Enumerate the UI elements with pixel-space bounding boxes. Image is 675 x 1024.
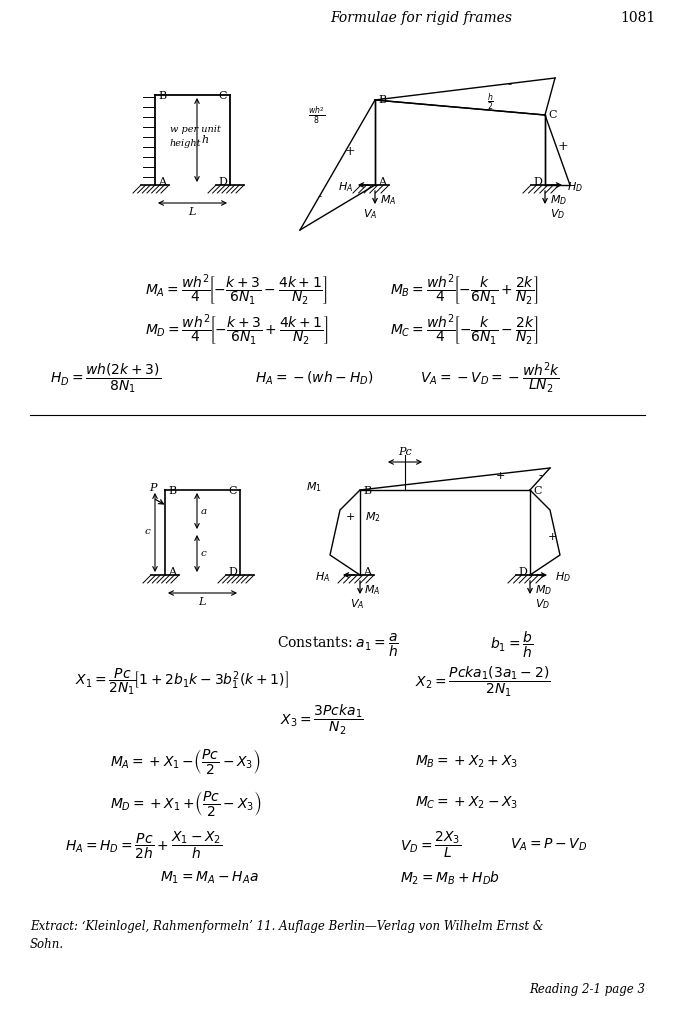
Text: D: D bbox=[533, 177, 542, 187]
Text: a: a bbox=[201, 507, 207, 515]
Text: $X_3 = \dfrac{3Pcka_1}{N_2}$: $X_3 = \dfrac{3Pcka_1}{N_2}$ bbox=[280, 702, 364, 737]
Text: L: L bbox=[198, 597, 206, 607]
Text: +: + bbox=[345, 145, 355, 158]
Text: $V_A$: $V_A$ bbox=[362, 207, 377, 221]
Text: -: - bbox=[538, 471, 542, 481]
Text: $M_B = \dfrac{wh^2}{4}\!\left[-\dfrac{k}{6N_1} + \dfrac{2k}{N_2}\right]$: $M_B = \dfrac{wh^2}{4}\!\left[-\dfrac{k}… bbox=[390, 272, 539, 307]
Text: P: P bbox=[149, 483, 157, 493]
Text: D: D bbox=[228, 567, 237, 577]
Text: $M_2$: $M_2$ bbox=[365, 510, 381, 524]
Text: $M_A$: $M_A$ bbox=[380, 193, 396, 207]
Text: +: + bbox=[547, 532, 557, 542]
Text: $M_A = \dfrac{wh^2}{4}\!\left[-\dfrac{k+3}{6N_1} - \dfrac{4k+1}{N_2}\right]$: $M_A = \dfrac{wh^2}{4}\!\left[-\dfrac{k+… bbox=[145, 272, 328, 307]
Text: $H_A$: $H_A$ bbox=[315, 570, 330, 584]
Text: $V_A$: $V_A$ bbox=[350, 597, 365, 610]
Text: c: c bbox=[201, 549, 207, 557]
Text: B: B bbox=[168, 486, 176, 496]
Text: $M_D$: $M_D$ bbox=[535, 583, 552, 597]
Text: $V_A = P - V_D$: $V_A = P - V_D$ bbox=[510, 837, 587, 853]
Text: $V_D$: $V_D$ bbox=[550, 207, 565, 221]
Text: $M_D$: $M_D$ bbox=[550, 193, 567, 207]
Text: $M_1$: $M_1$ bbox=[306, 480, 322, 494]
Text: $\frac{h}{2}$: $\frac{h}{2}$ bbox=[487, 91, 493, 113]
Text: $M_C = \dfrac{wh^2}{4}\!\left[-\dfrac{k}{6N_1} - \dfrac{2k}{N_2}\right]$: $M_C = \dfrac{wh^2}{4}\!\left[-\dfrac{k}… bbox=[390, 312, 539, 348]
Text: B: B bbox=[363, 486, 371, 496]
Text: w per unit: w per unit bbox=[170, 126, 221, 134]
Text: $M_A$: $M_A$ bbox=[364, 583, 381, 597]
Text: $M_B = +X_2 + X_3$: $M_B = +X_2 + X_3$ bbox=[415, 754, 518, 770]
Text: +: + bbox=[558, 140, 568, 153]
Text: $M_A = +X_1 - \!\left(\dfrac{Pc}{2} - X_3\right)$: $M_A = +X_1 - \!\left(\dfrac{Pc}{2} - X_… bbox=[110, 748, 261, 776]
Text: C: C bbox=[548, 110, 556, 120]
Text: c: c bbox=[144, 527, 150, 537]
Text: $M_D = \dfrac{wh^2}{4}\!\left[-\dfrac{k+3}{6N_1} + \dfrac{4k+1}{N_2}\right]$: $M_D = \dfrac{wh^2}{4}\!\left[-\dfrac{k+… bbox=[145, 312, 329, 348]
Text: Formulae for rigid frames: Formulae for rigid frames bbox=[330, 11, 512, 25]
Text: $H_A = H_D = \dfrac{Pc}{2h} + \dfrac{X_1 - X_2}{h}$: $H_A = H_D = \dfrac{Pc}{2h} + \dfrac{X_1… bbox=[65, 829, 223, 861]
Text: height: height bbox=[170, 138, 202, 147]
Text: $H_A$: $H_A$ bbox=[338, 180, 353, 194]
Text: h: h bbox=[201, 135, 208, 145]
Text: D: D bbox=[218, 177, 227, 187]
Text: $H_D$: $H_D$ bbox=[567, 180, 583, 194]
Text: $X_1 = \dfrac{Pc}{2N_1}\!\left[1 + 2b_1k - 3b_1^2(k+1)\right]$: $X_1 = \dfrac{Pc}{2N_1}\!\left[1 + 2b_1k… bbox=[75, 667, 289, 697]
Text: $H_A = -(wh - H_D)$: $H_A = -(wh - H_D)$ bbox=[255, 370, 374, 387]
Text: $M_C = +X_2 - X_3$: $M_C = +X_2 - X_3$ bbox=[415, 795, 518, 811]
Text: $M_1 = M_A - H_A a$: $M_1 = M_A - H_A a$ bbox=[160, 869, 259, 886]
Text: Extract: ‘Kleinlogel, Rahmenformeln’ 11. Auflage Berlin—Verlag von Wilhelm Ernst: Extract: ‘Kleinlogel, Rahmenformeln’ 11.… bbox=[30, 920, 543, 951]
Text: B: B bbox=[378, 95, 386, 105]
Text: $H_D$: $H_D$ bbox=[555, 570, 571, 584]
Text: Pc: Pc bbox=[398, 447, 412, 457]
Text: D: D bbox=[518, 567, 527, 577]
Text: L: L bbox=[188, 207, 196, 217]
Text: $\frac{wh^2}{8}$: $\frac{wh^2}{8}$ bbox=[308, 106, 326, 126]
Text: C: C bbox=[229, 486, 237, 496]
Text: A: A bbox=[168, 567, 176, 577]
Text: $V_D = \dfrac{2X_3}{L}$: $V_D = \dfrac{2X_3}{L}$ bbox=[400, 829, 461, 860]
Text: $V_A = -V_D = -\dfrac{wh^2k}{LN_2}$: $V_A = -V_D = -\dfrac{wh^2k}{LN_2}$ bbox=[420, 360, 560, 395]
Text: B: B bbox=[158, 91, 166, 101]
Text: 1081: 1081 bbox=[620, 11, 655, 25]
Text: $H_D = \dfrac{wh(2k+3)}{8N_1}$: $H_D = \dfrac{wh(2k+3)}{8N_1}$ bbox=[50, 361, 161, 395]
Text: Reading 2-1 page 3: Reading 2-1 page 3 bbox=[529, 983, 645, 996]
Text: $M_D = +X_1 + \!\left(\dfrac{Pc}{2} - X_3\right)$: $M_D = +X_1 + \!\left(\dfrac{Pc}{2} - X_… bbox=[110, 788, 261, 817]
Text: $X_2 = \dfrac{Pcka_1(3a_1 - 2)}{2N_1}$: $X_2 = \dfrac{Pcka_1(3a_1 - 2)}{2N_1}$ bbox=[415, 665, 550, 699]
Text: C: C bbox=[533, 486, 541, 496]
Text: A: A bbox=[378, 177, 386, 187]
Text: Constants:$\;a_1 = \dfrac{a}{h}$: Constants:$\;a_1 = \dfrac{a}{h}$ bbox=[277, 632, 399, 658]
Text: $M_2 = M_B + H_D b$: $M_2 = M_B + H_D b$ bbox=[400, 869, 500, 887]
Text: A: A bbox=[158, 177, 166, 187]
Text: -: - bbox=[318, 190, 322, 203]
Text: +: + bbox=[495, 471, 505, 481]
Text: A: A bbox=[363, 567, 371, 577]
Text: C: C bbox=[219, 91, 227, 101]
Text: $V_D$: $V_D$ bbox=[535, 597, 550, 610]
Text: +: + bbox=[346, 512, 354, 522]
Text: $b_1 = \dfrac{b}{h}$: $b_1 = \dfrac{b}{h}$ bbox=[490, 630, 533, 660]
Text: -: - bbox=[508, 78, 512, 91]
